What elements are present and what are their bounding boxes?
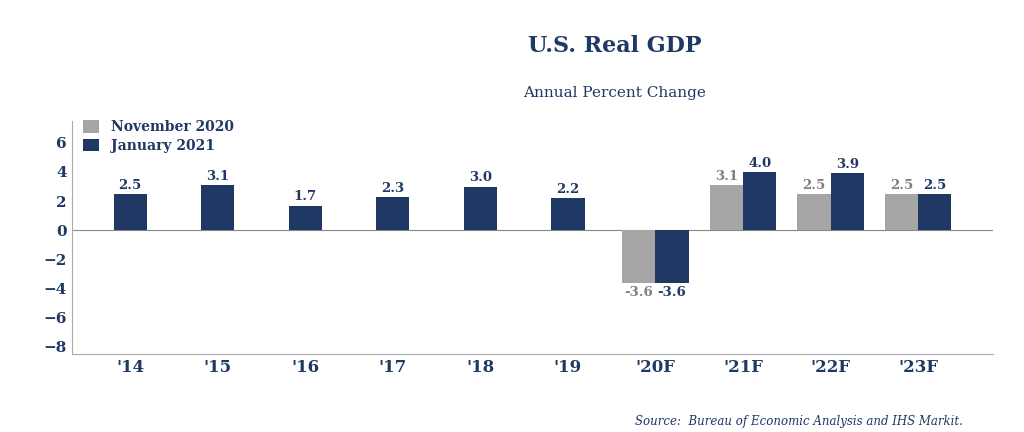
Text: -3.6: -3.6 — [625, 286, 653, 299]
Text: 1.7: 1.7 — [294, 191, 316, 203]
Bar — [798, 194, 830, 230]
Text: 3.0: 3.0 — [469, 172, 492, 184]
Bar — [885, 194, 919, 230]
Legend: November 2020, January 2021: November 2020, January 2021 — [79, 116, 238, 157]
Text: 2.3: 2.3 — [381, 181, 404, 194]
Bar — [201, 185, 234, 230]
Bar — [289, 206, 322, 230]
Text: 2.5: 2.5 — [923, 179, 946, 192]
Text: 2.5: 2.5 — [119, 179, 142, 192]
Bar — [464, 187, 497, 230]
Text: 2.5: 2.5 — [890, 179, 913, 192]
Text: Source:  Bureau of Economic Analysis and IHS Markit.: Source: Bureau of Economic Analysis and … — [635, 415, 963, 428]
Bar — [710, 185, 743, 230]
Bar — [114, 194, 146, 230]
Bar — [376, 197, 410, 230]
Bar — [623, 230, 655, 283]
Text: -3.6: -3.6 — [657, 286, 686, 299]
Text: 3.9: 3.9 — [836, 158, 859, 171]
Text: 2.5: 2.5 — [803, 179, 825, 192]
Bar — [551, 198, 585, 230]
Text: U.S. Real GDP: U.S. Real GDP — [527, 35, 701, 57]
Text: Annual Percent Change: Annual Percent Change — [523, 86, 706, 100]
Text: 3.1: 3.1 — [715, 170, 738, 183]
Bar — [830, 174, 864, 230]
Bar — [655, 230, 689, 283]
Bar — [743, 172, 776, 230]
Text: 2.2: 2.2 — [556, 183, 580, 196]
Bar — [919, 194, 951, 230]
Text: 3.1: 3.1 — [206, 170, 229, 183]
Text: 4.0: 4.0 — [749, 157, 771, 170]
